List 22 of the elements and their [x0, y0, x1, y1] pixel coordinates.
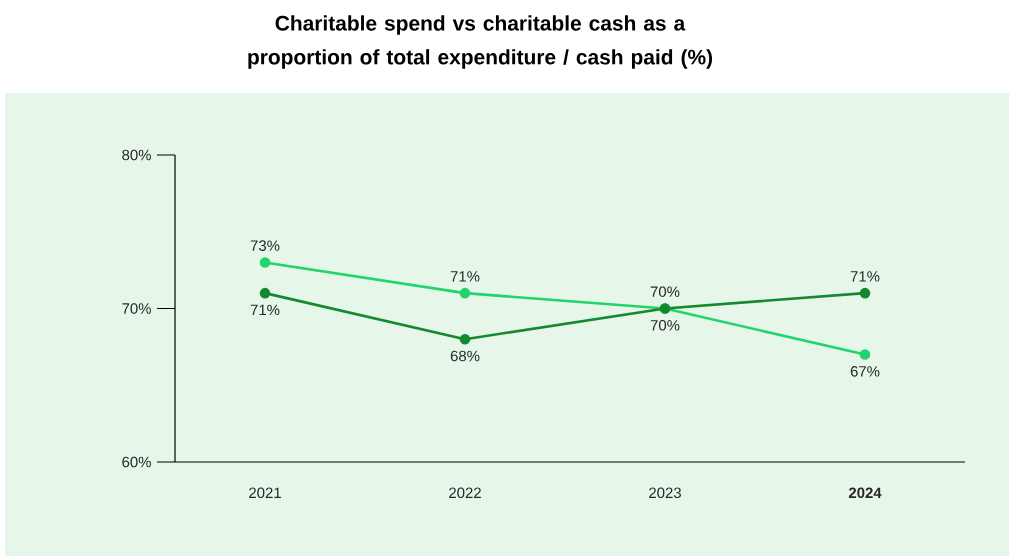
data-label: 73%: [250, 240, 280, 251]
x-tick-label: 2024: [848, 487, 882, 499]
point: [859, 349, 871, 360]
x-tick-label: 2023: [649, 487, 681, 499]
y-tick-label: 60%: [122, 456, 151, 468]
x-tick-label: 2021: [249, 487, 281, 499]
chart-title: Charitable spend vs charitable cash as a proportion of total expenditure / cash paid (%): [248, 15, 713, 69]
point: [259, 257, 271, 268]
data-label: 71%: [250, 304, 280, 316]
data-label: 70%: [650, 286, 680, 297]
y-tick-label: 80%: [122, 149, 151, 161]
data-label: 68%: [450, 350, 480, 362]
point: [259, 287, 271, 299]
point: [459, 287, 471, 299]
point: [859, 287, 871, 299]
x-tick-label: 2022: [449, 487, 481, 499]
point: [459, 333, 471, 345]
data-label: 70%: [650, 320, 680, 331]
y-tick-label: 70%: [122, 303, 151, 314]
data-label: 71%: [850, 271, 880, 282]
data-label: 71%: [450, 271, 480, 282]
data-label: 67%: [850, 366, 880, 377]
